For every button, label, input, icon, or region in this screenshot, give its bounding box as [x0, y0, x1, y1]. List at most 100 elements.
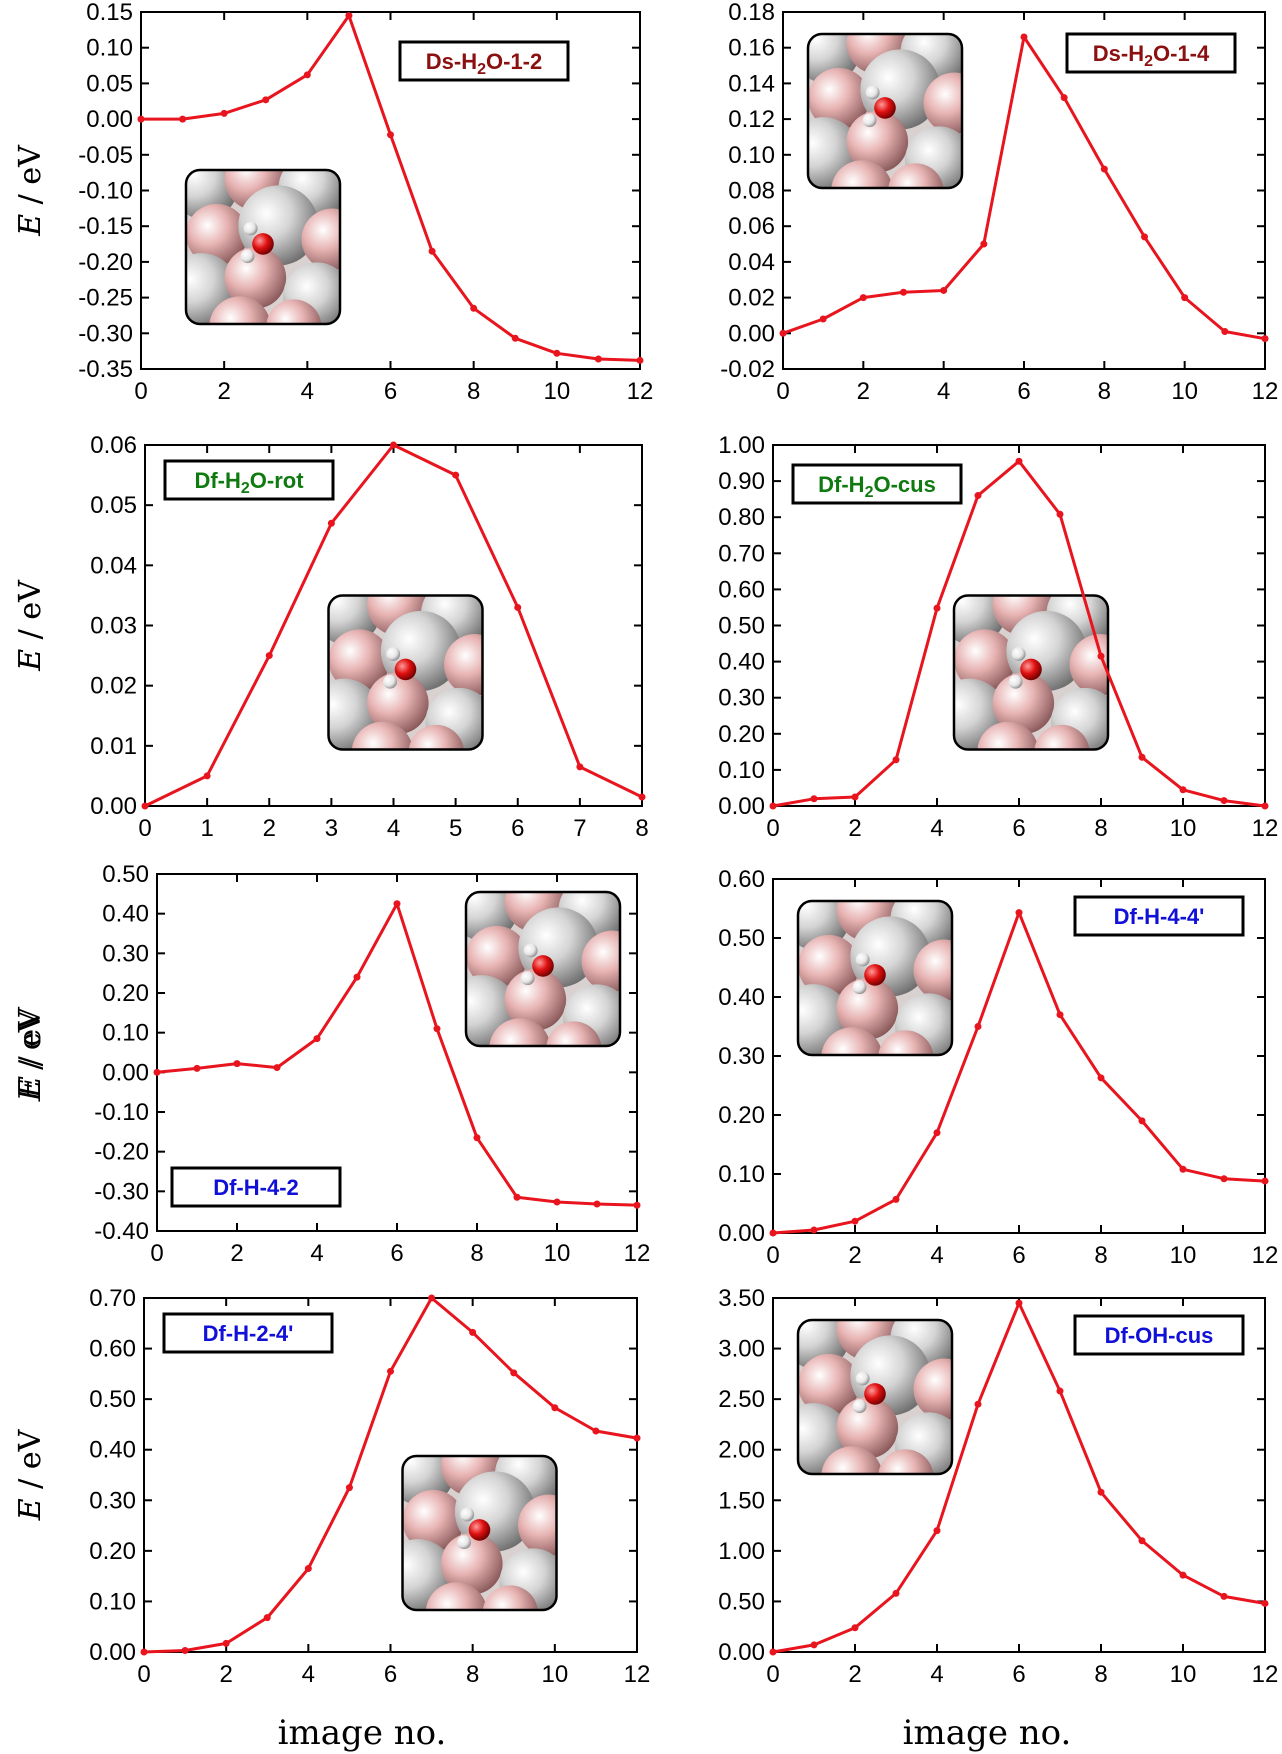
y-tick-label: 0.02 [728, 285, 775, 312]
series-label: Df-H-4-4' [1114, 904, 1205, 929]
data-point [511, 334, 519, 342]
data-point [153, 1068, 161, 1076]
x-tick-label: 0 [766, 1242, 779, 1269]
panel-5: 0 2 4 6 8 10 12 0.50 0.40 0.30 0.20 0.10 0.00 -0.10 -0… [13, 861, 650, 1267]
data-point [593, 1200, 601, 1208]
data-point [387, 131, 394, 139]
x-tick-label: 8 [470, 1240, 483, 1267]
series-label: Df-H2O-rot [194, 468, 304, 497]
x-tick-label: 0 [150, 1240, 163, 1267]
y-tick-label: 0.80 [718, 504, 765, 531]
series-label: Df-H-2-4' [203, 1321, 294, 1346]
x-tick-label: 4 [387, 815, 400, 842]
data-point [553, 1198, 561, 1206]
x-tick-label: 1 [200, 815, 213, 842]
y-tick-label: 1.50 [718, 1487, 765, 1514]
y-tick-label: 0.03 [90, 613, 137, 640]
x-tick-label: 2 [263, 815, 276, 842]
data-point [140, 1648, 148, 1656]
x-tick-label: 12 [1252, 815, 1279, 842]
y-tick-label: 2.50 [718, 1386, 765, 1413]
x-tick-label: 0 [766, 1661, 779, 1688]
x-tick-label: 0 [134, 378, 147, 405]
y-tick-label: 0.60 [718, 576, 765, 603]
panel-1: 0 2 4 6 8 10 12 0.15 0.10 0.05 0.00 -0.05 -0.10 -0.15… [13, 0, 653, 405]
series-label: Ds-H2O-1-4 [1093, 41, 1210, 70]
x-tick-label: 5 [449, 815, 462, 842]
molecule-inset-image [184, 168, 342, 326]
data-point [933, 1129, 941, 1137]
data-point [193, 1064, 201, 1072]
data-point [1179, 1165, 1187, 1173]
x-tick-label: 3 [325, 815, 338, 842]
data-point [1179, 786, 1187, 794]
data-point [273, 1064, 281, 1072]
x-tick-label: 4 [301, 378, 314, 405]
y-tick-label: 0.50 [718, 925, 765, 952]
data-point [1261, 1599, 1269, 1607]
y-axis-label: E / eV [13, 144, 48, 237]
series-label-box [170, 1166, 342, 1208]
data-point [1220, 1592, 1228, 1600]
data-point [1015, 457, 1023, 465]
data-point [1179, 1571, 1187, 1579]
x-tick-label: 12 [1252, 378, 1279, 405]
y-tick-label: 0.00 [90, 793, 137, 820]
y-axis-label: E / eV [13, 1006, 48, 1099]
panel-4: 0 2 4 6 8 10 121.000.900.800.700.600.500.400.3… [13, 432, 1278, 842]
x-axis-label-right: image no. [903, 1713, 1072, 1753]
y-tick-label: 0.05 [90, 492, 137, 519]
data-point [592, 1427, 600, 1435]
data-point [769, 802, 777, 810]
molecule-inset-image [806, 32, 964, 190]
y-tick-label: 0.00 [728, 320, 775, 347]
x-tick-label: 8 [1094, 1661, 1107, 1688]
data-point [1056, 1011, 1064, 1019]
data-point [933, 604, 941, 612]
x-tick-label: 6 [384, 1661, 397, 1688]
data-point [1015, 909, 1023, 917]
data-point [633, 1434, 641, 1442]
y-tick-label: 0.10 [102, 1020, 149, 1047]
data-point [514, 603, 522, 611]
data-point [810, 1226, 818, 1234]
data-point [387, 1367, 394, 1375]
y-tick-label: 0.50 [89, 1386, 136, 1413]
panel-2: 0 2 4 6 8 10 12 0.18 0.16 0.14 0.12 0.10 0.08 0.06 0.0… [13, 0, 1278, 405]
y-tick-label: -0.40 [94, 1218, 149, 1245]
data-point [859, 294, 867, 302]
y-tick-label: 0.00 [718, 793, 765, 820]
panel-7: 0 2 4 6 8 10 12 0.70 0.60 0.50 0.40 0.30 0.20 0.10 0.0… [13, 1285, 650, 1688]
x-tick-label: 10 [1170, 1661, 1197, 1688]
data-point [263, 1614, 271, 1622]
data-point [974, 1400, 982, 1408]
data-point [181, 1646, 189, 1654]
data-point [452, 471, 460, 479]
data-point [1141, 233, 1148, 241]
y-tick-label: -0.20 [78, 249, 133, 276]
panel-3: 0 1 2 3 4 5 6 7 8 0.06 0.05 0.04 0.03 0.02 0.01 0.00 E /… [13, 432, 649, 842]
x-tick-label: 4 [930, 1242, 943, 1269]
y-tick-label: 0.40 [718, 984, 765, 1011]
data-point [980, 240, 988, 248]
x-tick-label: 2 [848, 1242, 861, 1269]
y-tick-label: 1.00 [718, 1538, 765, 1565]
data-point [1015, 1299, 1023, 1307]
y-tick-label: 3.50 [718, 1285, 765, 1312]
data-point [1056, 510, 1064, 518]
data-point [345, 12, 353, 20]
x-tick-label: 6 [511, 815, 524, 842]
x-axis-label-left: image no. [278, 1713, 447, 1753]
data-point [179, 115, 187, 123]
y-tick-label: 0.50 [718, 613, 765, 640]
x-tick-label: 4 [937, 378, 950, 405]
data-point [638, 793, 646, 801]
data-point [551, 1404, 559, 1412]
molecule-inset-image [796, 1318, 954, 1476]
x-tick-label: 10 [541, 1661, 568, 1688]
data-point [390, 441, 397, 449]
y-axis-label: E / eV [13, 1428, 48, 1521]
y-tick-label: -0.10 [78, 178, 133, 205]
data-point [1097, 652, 1105, 660]
y-tick-label: -0.15 [78, 213, 133, 240]
